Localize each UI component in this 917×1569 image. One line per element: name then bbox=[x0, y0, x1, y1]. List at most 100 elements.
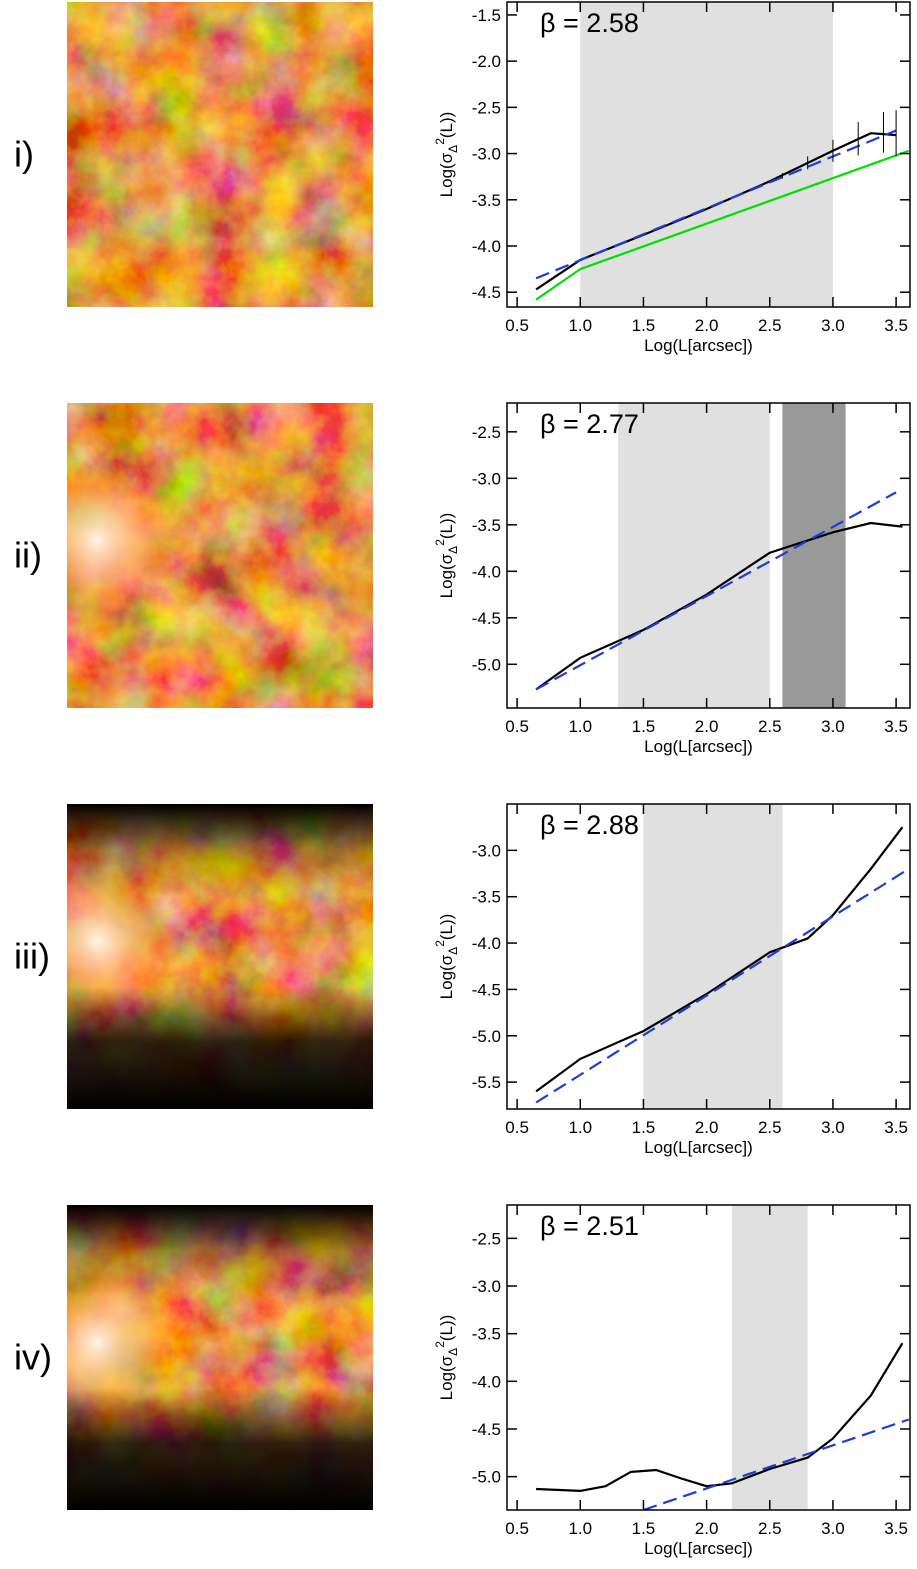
y-axis-label-part: 2 bbox=[433, 1341, 447, 1348]
y-axis-label-part: (L)) bbox=[437, 1315, 456, 1341]
panel: iv) 0.5 1.0 1.5 2.0 2.5 3.0 3.5 -2.5 -3.0 -3.5 -4.0… bbox=[14, 1204, 911, 1558]
x-tick-label: 3.0 bbox=[821, 717, 845, 736]
plot-frame bbox=[506, 402, 911, 709]
map-image bbox=[67, 403, 373, 708]
map-dark bbox=[67, 804, 373, 1109]
y-tick-label: -3.5 bbox=[472, 191, 501, 210]
panel-label: iii) bbox=[14, 936, 50, 977]
y-tick-label: -4.5 bbox=[472, 980, 501, 999]
y-tick-label: -4.5 bbox=[472, 283, 501, 302]
data-line bbox=[535, 867, 910, 1104]
y-axis-label: Log(σΔ2(L)) bbox=[433, 1315, 460, 1401]
x-tick-label: 1.0 bbox=[568, 717, 592, 736]
x-tick-label: 3.5 bbox=[884, 1519, 908, 1538]
y-axis-label: Log(σΔ2(L)) bbox=[433, 112, 460, 198]
plot-frame bbox=[506, 1, 911, 308]
data-line bbox=[535, 149, 910, 301]
x-tick-label: 1.0 bbox=[568, 1519, 592, 1538]
x-tick-label: 2.5 bbox=[758, 717, 782, 736]
panel-label: i) bbox=[14, 134, 34, 175]
x-tick-label: 3.0 bbox=[821, 1118, 845, 1137]
y-axis-label-part: 2 bbox=[433, 138, 447, 145]
panel-label: iv) bbox=[14, 1337, 52, 1378]
y-tick-label: -4.0 bbox=[472, 237, 501, 256]
x-tick-label: 2.0 bbox=[695, 1519, 719, 1538]
panel: i) 0.5 1.0 1.5 2.0 2.5 3.0 3.5 -1.5 -2.0 -2.5 -3.0 -… bbox=[14, 1, 911, 355]
x-tick-label: 2.5 bbox=[758, 316, 782, 335]
y-axis-label-part: Δ bbox=[446, 145, 460, 153]
y-axis-label-part: (L)) bbox=[437, 914, 456, 940]
plot bbox=[535, 804, 910, 1109]
x-axis-label: Log(L[arcsec]) bbox=[644, 737, 753, 756]
x-tick-label: 2.0 bbox=[695, 717, 719, 736]
map-dark bbox=[67, 1205, 373, 1510]
y-tick-label: -3.0 bbox=[472, 841, 501, 860]
y-tick-label: -3.0 bbox=[472, 469, 501, 488]
y-axis-label-part: (L)) bbox=[437, 513, 456, 539]
x-axis-label: Log(L[arcsec]) bbox=[644, 336, 753, 355]
plot bbox=[536, 1205, 910, 1510]
annotation: β = 2.51 bbox=[540, 1211, 639, 1241]
x-tick-label: 0.5 bbox=[505, 1519, 529, 1538]
x-tick-label: 0.5 bbox=[505, 717, 529, 736]
x-tick-label: 2.0 bbox=[695, 1118, 719, 1137]
y-tick-label: -2.5 bbox=[472, 98, 501, 117]
plot bbox=[535, 2, 910, 307]
shaded-range bbox=[618, 403, 770, 708]
y-tick-label: -3.5 bbox=[472, 516, 501, 535]
y-axis-label-part: Log(σ bbox=[437, 152, 456, 197]
x-tick-label: 2.5 bbox=[758, 1118, 782, 1137]
map-image bbox=[67, 1205, 373, 1510]
x-axis-label: Log(L[arcsec]) bbox=[644, 1539, 753, 1558]
map-texture bbox=[67, 2, 373, 307]
x-tick-label: 1.5 bbox=[632, 316, 656, 335]
x-tick-label: 0.5 bbox=[505, 1118, 529, 1137]
x-axis-label: Log(L[arcsec]) bbox=[644, 1138, 753, 1157]
y-tick-label: -5.5 bbox=[472, 1073, 501, 1092]
panel-label: ii) bbox=[14, 535, 42, 576]
x-tick-label: 1.5 bbox=[632, 1519, 656, 1538]
data-line bbox=[535, 826, 904, 1093]
y-axis-label-part: 2 bbox=[433, 539, 447, 546]
map-glow bbox=[67, 403, 373, 708]
shaded-range bbox=[643, 804, 783, 1109]
y-tick-label: -5.0 bbox=[472, 1468, 501, 1487]
y-tick-label: -3.0 bbox=[472, 145, 501, 164]
x-tick-label: 2.5 bbox=[758, 1519, 782, 1538]
y-tick-label: -4.0 bbox=[472, 1372, 501, 1391]
plot-frame bbox=[506, 1204, 911, 1511]
y-axis-label-part: Δ bbox=[446, 1348, 460, 1356]
data-line bbox=[535, 129, 897, 280]
panel: ii) 0.5 1.0 1.5 2.0 2.5 3.0 3.5 -2.5 -3.0 -3.5 -4.0… bbox=[14, 402, 911, 756]
y-axis-label-part: Log(σ bbox=[437, 553, 456, 598]
y-tick-label: -3.0 bbox=[472, 1277, 501, 1296]
x-tick-label: 1.5 bbox=[632, 1118, 656, 1137]
map-image bbox=[67, 2, 373, 307]
y-axis-label-part: Δ bbox=[446, 546, 460, 554]
x-tick-label: 1.0 bbox=[568, 316, 592, 335]
x-tick-label: 3.0 bbox=[821, 316, 845, 335]
shaded-range bbox=[580, 2, 833, 307]
shaded-range bbox=[782, 403, 846, 708]
y-axis-label: Log(σΔ2(L)) bbox=[433, 914, 460, 1000]
plot-frame bbox=[506, 803, 911, 1110]
plot bbox=[535, 403, 903, 708]
y-tick-label: -4.0 bbox=[472, 934, 501, 953]
y-tick-label: -1.5 bbox=[472, 6, 501, 25]
y-axis-label-part: (L)) bbox=[437, 112, 456, 138]
y-axis-label-part: Δ bbox=[446, 947, 460, 955]
x-tick-label: 1.5 bbox=[632, 717, 656, 736]
y-tick-label: -2.0 bbox=[472, 52, 501, 71]
x-tick-label: 3.5 bbox=[884, 316, 908, 335]
y-tick-label: -3.5 bbox=[472, 888, 501, 907]
panel: iii) 0.5 1.0 1.5 2.0 2.5 3.0 3.5 -3.0 -3.5 -4.0 -4.… bbox=[14, 803, 911, 1157]
y-axis-label-part: Log(σ bbox=[437, 954, 456, 999]
x-tick-label: 3.5 bbox=[884, 1118, 908, 1137]
y-tick-label: -2.5 bbox=[472, 423, 501, 442]
annotation: β = 2.88 bbox=[540, 810, 639, 840]
data-line bbox=[535, 491, 897, 691]
annotation: β = 2.58 bbox=[540, 8, 639, 38]
data-line bbox=[643, 1418, 910, 1510]
map-image bbox=[67, 804, 373, 1109]
